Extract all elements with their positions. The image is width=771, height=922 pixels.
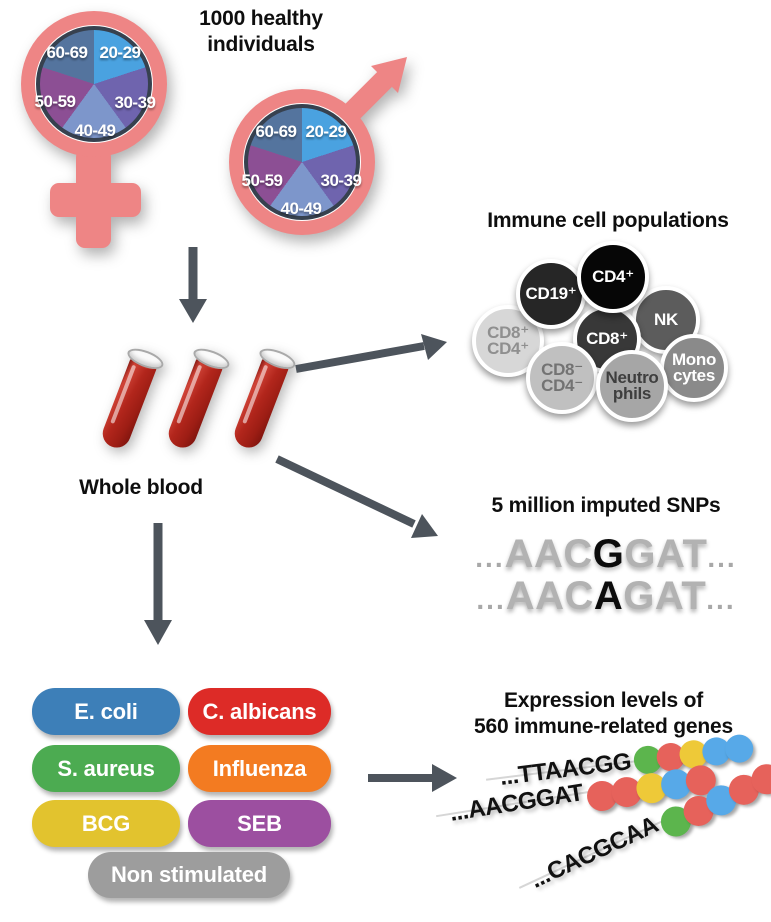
cell-label: NK: [654, 309, 678, 329]
female-age-label-50-59: 50-59: [34, 92, 76, 111]
snp-sequence-row: ...AACGGAT...: [455, 532, 757, 577]
stimulus-pill-calbicans: C. albicans: [188, 688, 331, 735]
seq-ellipsis: ...: [475, 542, 505, 573]
blood-tube-body: [230, 353, 290, 452]
female-age-label-20-29: 20-29: [99, 43, 141, 62]
expression-heading-line-2: 560 immune-related genes: [474, 714, 733, 738]
cell-label: CD8⁺: [586, 328, 628, 348]
seq-segment: AAC: [505, 574, 594, 618]
cell-circle-monocytes: Mono cytes: [660, 334, 728, 402]
pill-label: Influenza: [212, 755, 307, 781]
blood-tube-icon: [230, 344, 299, 452]
expression-heading-line-1: Expression levels of: [503, 689, 704, 712]
cell-circle-cd8neg-cd4neg: CD8⁻ CD4⁻: [526, 342, 598, 414]
figure-title: 1000 healthy individuals: [155, 6, 367, 57]
stimulus-pill-nonstimulated: Non stimulated: [88, 852, 290, 898]
blood-tube-body: [98, 353, 158, 452]
blood-tube-body: [164, 353, 224, 452]
pill-label: Non stimulated: [110, 862, 268, 887]
female-age-label-40-49: 40-49: [74, 121, 116, 140]
blood-tube-icon: [164, 344, 233, 452]
seq-variant-letter: G: [592, 532, 625, 576]
pill-label: C. albicans: [202, 698, 317, 724]
male-age-label-20-29: 20-29: [305, 122, 347, 141]
stimulus-pill-bcg: BCG: [32, 800, 180, 847]
title-line-1: 1000 healthy: [199, 7, 323, 30]
cell-label: CD4⁺: [592, 266, 634, 286]
seq-ellipsis: ...: [706, 584, 736, 615]
seq-ellipsis: ...: [476, 584, 506, 615]
stimulus-pill-seb: SEB: [188, 800, 331, 847]
pill-label: SEB: [237, 810, 282, 836]
female-age-label-30-39: 30-39: [114, 93, 156, 112]
male-age-label-50-59: 50-59: [241, 171, 283, 190]
cell-circle-cd19: CD19⁺: [516, 259, 586, 329]
seq-segment: GAT: [623, 574, 707, 618]
male-symbol-arrow-icon: [342, 57, 407, 122]
whole-blood-label: Whole blood: [79, 476, 203, 499]
title-line-2: individuals: [207, 32, 315, 56]
seq-segment: AAC: [504, 532, 593, 576]
snps-heading: 5 million imputed SNPs: [491, 494, 721, 517]
cell-label: CD8⁻ CD4⁻: [541, 359, 583, 395]
age-pie: [244, 104, 360, 220]
pill-label: E. coli: [74, 698, 138, 724]
blood-tube-icon: [98, 344, 167, 452]
seq-variant-letter: A: [593, 574, 624, 618]
pill-label: BCG: [81, 810, 131, 836]
expression-heading: Expression levels of 560 immune-related …: [436, 688, 771, 739]
stimulus-pill-saureus: S. aureus: [32, 745, 180, 792]
female-symbol-cross-horizontal: [50, 183, 141, 217]
male-age-label-30-39: 30-39: [320, 171, 362, 190]
cell-label: CD19⁺: [525, 283, 577, 303]
stimulus-pill-ecoli: E. coli: [32, 688, 180, 735]
cell-circle-neutrophils: Neutro phils: [596, 350, 668, 422]
age-pie: [36, 26, 152, 142]
stimulus-pill-influenza: Influenza: [188, 745, 331, 792]
cell-label: Mono cytes: [671, 349, 717, 385]
cell-circle-cd4: CD4⁺: [577, 241, 649, 313]
cell-label: Neutro phils: [605, 367, 659, 403]
seq-segment: GAT: [624, 532, 708, 576]
seq-ellipsis: ...: [707, 542, 737, 573]
pill-label: S. aureus: [57, 755, 155, 781]
female-age-label-60-69: 60-69: [46, 43, 88, 62]
male-age-label-40-49: 40-49: [280, 199, 322, 218]
immune-cells-heading: Immune cell populations: [487, 209, 729, 232]
male-age-label-60-69: 60-69: [255, 122, 297, 141]
snp-sequence-row: ...AACAGAT...: [455, 574, 757, 619]
cell-label: CD8⁺ CD4⁺: [487, 322, 529, 358]
